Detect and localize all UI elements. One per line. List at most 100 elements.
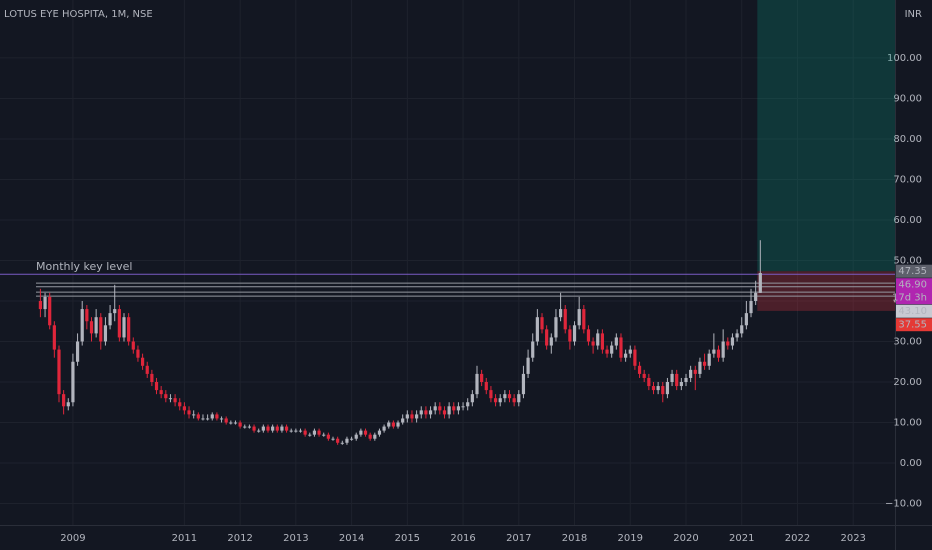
candle-body bbox=[275, 426, 279, 431]
candle-body bbox=[271, 426, 275, 431]
chart-title: LOTUS EYE HOSPITA, 1M, NSE bbox=[4, 9, 153, 20]
y-tick-label: 60.00 bbox=[893, 215, 922, 226]
candle-body bbox=[317, 430, 321, 435]
candle-body bbox=[229, 422, 233, 424]
candle-body bbox=[517, 394, 521, 403]
candle-body bbox=[340, 442, 344, 444]
candle-body bbox=[647, 377, 651, 387]
candle-body bbox=[154, 382, 159, 391]
price-label-box bbox=[896, 264, 932, 278]
candle-body bbox=[493, 398, 498, 403]
candle-body bbox=[266, 426, 270, 431]
x-tick-label: 2013 bbox=[283, 533, 308, 544]
candle-body bbox=[71, 361, 75, 403]
candle-body bbox=[99, 317, 103, 342]
candle-body bbox=[452, 406, 456, 411]
candle-body bbox=[740, 325, 744, 334]
candle-body bbox=[549, 337, 553, 346]
candle-body bbox=[136, 349, 140, 358]
candle-body bbox=[89, 321, 94, 334]
candle-body bbox=[387, 422, 391, 427]
candle-body bbox=[238, 422, 242, 427]
candle-body bbox=[466, 402, 470, 407]
y-tick-label: 30.00 bbox=[893, 336, 922, 347]
candle-body bbox=[215, 414, 219, 419]
candle-body bbox=[373, 434, 377, 439]
candle-body bbox=[475, 373, 479, 395]
candle-body bbox=[628, 349, 632, 354]
candle-body bbox=[178, 402, 182, 407]
candle-body bbox=[103, 325, 108, 342]
candle-body bbox=[744, 313, 748, 326]
candle-body bbox=[57, 349, 61, 395]
stop-zone bbox=[757, 271, 895, 311]
x-tick-label: 2021 bbox=[729, 533, 754, 544]
candle-body bbox=[303, 430, 307, 435]
x-tick-label: 2019 bbox=[618, 533, 643, 544]
candle-body bbox=[610, 345, 614, 354]
candle-body bbox=[758, 273, 762, 293]
candle-body bbox=[173, 398, 177, 403]
candle-body bbox=[52, 325, 56, 350]
candle-body bbox=[568, 329, 572, 342]
y-tick-label: 50.00 bbox=[893, 255, 922, 266]
x-tick-label: 2009 bbox=[60, 533, 85, 544]
price-label-box bbox=[896, 304, 932, 318]
candle-body bbox=[294, 430, 298, 432]
candle-body bbox=[698, 361, 702, 374]
candle-body bbox=[336, 438, 340, 443]
candle-body bbox=[150, 373, 154, 383]
candle-body bbox=[206, 418, 210, 420]
candle-body bbox=[322, 434, 326, 436]
candle-body bbox=[354, 434, 358, 439]
candle-body bbox=[349, 438, 354, 440]
candle-body bbox=[257, 430, 261, 432]
candle-body bbox=[127, 317, 131, 342]
candle-body bbox=[596, 333, 600, 346]
y-tick-label: 70.00 bbox=[893, 174, 922, 185]
candle-body bbox=[401, 418, 405, 423]
x-tick-label: 2022 bbox=[785, 533, 810, 544]
candle-body bbox=[312, 430, 317, 435]
candle-body bbox=[201, 418, 205, 420]
candle-body bbox=[419, 410, 423, 415]
candle-body bbox=[359, 430, 363, 435]
x-tick-label: 2012 bbox=[227, 533, 252, 544]
candle-body bbox=[540, 317, 544, 330]
candle-body bbox=[600, 333, 604, 350]
candle-body bbox=[75, 341, 80, 362]
candle-body bbox=[261, 426, 265, 431]
candle-body bbox=[252, 426, 256, 431]
candle-body bbox=[512, 398, 516, 403]
currency-label: INR bbox=[905, 9, 922, 20]
candle-body bbox=[108, 313, 112, 326]
candle-body bbox=[85, 309, 89, 322]
candle-body bbox=[122, 317, 126, 338]
y-tick-label: −10.00 bbox=[885, 499, 922, 510]
candle-body bbox=[526, 357, 530, 374]
candle-body bbox=[707, 353, 711, 366]
candle-body bbox=[651, 386, 656, 391]
candle-body bbox=[754, 292, 758, 301]
candle-body bbox=[62, 394, 66, 407]
candle-body bbox=[619, 337, 623, 358]
candle-body bbox=[447, 406, 451, 415]
candle-body bbox=[66, 402, 70, 407]
candle-body bbox=[233, 422, 238, 424]
candle-body bbox=[507, 394, 512, 399]
candle-body bbox=[614, 337, 618, 346]
candle-body bbox=[693, 369, 697, 374]
candle-body bbox=[521, 373, 526, 395]
candle-body bbox=[80, 309, 84, 342]
candle-body bbox=[656, 386, 660, 391]
candle-body bbox=[633, 349, 637, 366]
candle-body bbox=[280, 426, 284, 431]
candle-body bbox=[554, 317, 558, 338]
candle-body bbox=[140, 357, 145, 366]
candle-body bbox=[331, 438, 335, 440]
candle-body bbox=[591, 341, 595, 346]
candle-body bbox=[405, 414, 409, 419]
price-label: 37.55 bbox=[898, 320, 927, 331]
